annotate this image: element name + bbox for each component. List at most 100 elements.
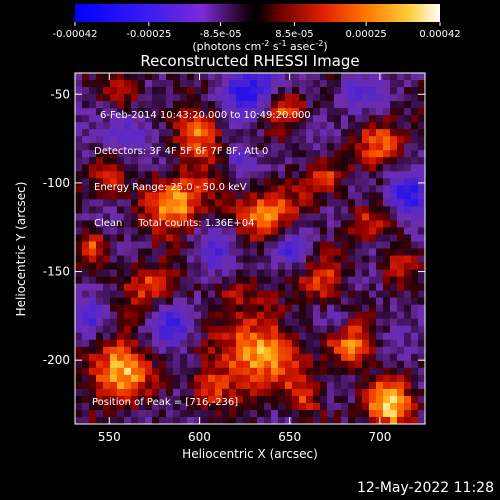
image-pixel [208,262,216,270]
image-pixel [306,185,314,193]
image-pixel [306,101,314,109]
image-pixel [306,87,314,95]
image-pixel [313,255,321,263]
image-pixel [201,381,209,390]
image-pixel [341,185,349,193]
image-pixel [418,136,425,144]
image-pixel [75,94,83,102]
image-pixel [327,325,335,334]
image-pixel [117,234,125,242]
image-pixel [138,367,146,376]
image-pixel [313,80,321,88]
image-pixel [236,311,244,320]
image-pixel [341,381,349,390]
image-pixel [124,241,132,249]
image-pixel [194,213,202,221]
image-pixel [285,339,293,348]
image-pixel [173,129,181,137]
image-pixel [271,199,279,207]
image-pixel [166,276,174,284]
image-pixel [306,402,314,411]
image-pixel [89,199,97,207]
image-pixel [348,353,356,362]
image-pixel [271,416,279,424]
image-pixel [75,276,83,284]
image-pixel [292,234,300,242]
image-pixel [271,346,279,355]
image-pixel [103,80,111,88]
image-pixel [306,255,314,263]
image-pixel [180,171,188,179]
image-pixel [250,101,258,109]
image-pixel [187,269,195,277]
image-pixel [320,353,328,362]
image-pixel [376,311,384,320]
image-pixel [313,276,321,284]
image-pixel [292,374,300,383]
image-pixel [89,241,97,249]
image-pixel [229,94,237,102]
image-pixel [390,276,398,284]
image-pixel [117,87,125,95]
image-pixel [390,101,398,109]
image-pixel [124,367,132,376]
image-pixel [348,283,356,292]
image-pixel [222,318,230,327]
image-pixel [250,381,258,390]
image-pixel [166,290,174,299]
image-pixel [229,360,237,369]
image-pixel [299,346,307,355]
image-pixel [117,227,125,235]
image-pixel [89,122,97,130]
image-pixel [110,234,118,242]
image-pixel [348,185,356,193]
image-pixel [418,227,425,235]
image-pixel [383,276,391,284]
image-pixel [299,297,307,306]
image-pixel [222,122,230,130]
image-pixel [397,150,405,158]
image-pixel [404,171,412,179]
image-pixel [320,171,328,179]
image-pixel [124,227,132,235]
image-pixel [117,367,125,376]
image-pixel [404,374,412,383]
image-pixel [82,283,90,292]
image-pixel [152,311,160,320]
image-pixel [117,192,125,200]
image-pixel [166,234,174,242]
image-pixel [362,318,370,327]
image-pixel [390,150,398,158]
image-pixel [390,171,398,179]
image-pixel [355,178,363,186]
image-pixel [75,157,83,165]
image-pixel [306,220,314,228]
image-pixel [376,108,384,116]
image-pixel [320,388,328,397]
colorbar-gradient [75,4,440,22]
image-pixel [243,199,251,207]
image-pixel [264,339,272,348]
image-pixel [418,325,425,334]
image-pixel [222,241,230,249]
image-pixel [145,297,153,306]
image-pixel [355,206,363,214]
image-pixel [355,262,363,270]
image-pixel [362,311,370,320]
image-pixel [229,332,237,341]
image-pixel [376,290,384,299]
image-pixel [411,416,419,424]
image-pixel [103,262,111,270]
image-pixel [180,276,188,284]
image-pixel [236,318,244,327]
image-pixel [117,164,125,172]
image-pixel [376,192,384,200]
image-pixel [362,122,370,130]
image-pixel [159,199,167,207]
image-pixel [187,73,195,81]
image-pixel [131,388,139,397]
image-pixel [271,178,279,186]
image-pixel [222,374,230,383]
image-pixel [327,332,335,341]
image-pixel [313,199,321,207]
